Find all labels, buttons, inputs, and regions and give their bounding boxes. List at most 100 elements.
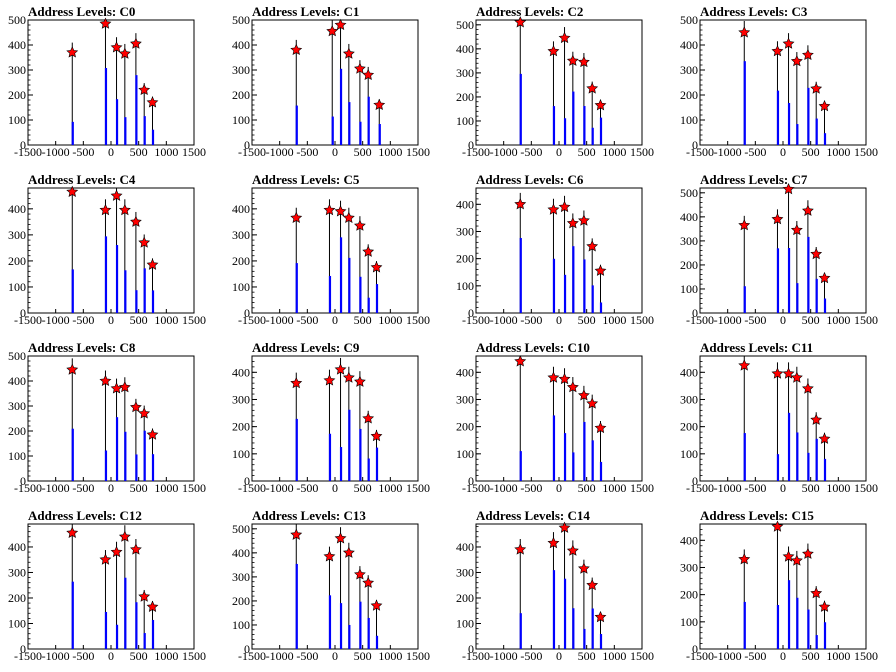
peak-marker: [362, 245, 375, 257]
x-tick-label: 0: [332, 649, 338, 663]
peak-marker: [342, 211, 355, 224]
peak-marker: [362, 412, 375, 424]
histogram-spike: [572, 608, 575, 649]
panel-title: Address Levels: C9: [252, 340, 360, 355]
peak-marker: [738, 219, 751, 231]
histogram-spike: [563, 118, 567, 145]
histogram-spike: [115, 99, 119, 145]
histogram-spike: [151, 290, 155, 313]
peak-marker: [802, 547, 814, 559]
histogram-spike: [815, 118, 818, 145]
x-tick-label: 1000: [378, 649, 402, 663]
peak-marker: [326, 25, 339, 37]
x-tick-label: 1500: [406, 481, 430, 495]
peak-marker: [66, 526, 79, 539]
histogram-spike: [743, 433, 746, 481]
peak-marker: [138, 236, 151, 248]
y-tick-label: 300: [8, 399, 26, 413]
histogram-panel: Address Levels: C13 0 100 200 300 400 500 -1500…: [224, 504, 448, 672]
peak-marker: [566, 381, 579, 393]
peak-marker: [118, 381, 131, 393]
x-tick-label: 1000: [826, 145, 850, 159]
panel-plot: 0 100 200 300 400 -1500 -1000 -500 0 500 1000 1500: [232, 187, 430, 327]
y-tick-label: 300: [680, 560, 698, 574]
y-tick-label: 100: [680, 615, 698, 629]
peak-marker: [290, 376, 303, 389]
histogram-spike: [796, 597, 799, 649]
y-tick-label: 300: [456, 565, 474, 579]
histogram-panel: Address Levels: C11 0 100 200 300 400 -1500 -10…: [672, 336, 896, 504]
peak-marker: [547, 203, 560, 215]
histogram-spike: [151, 129, 155, 145]
x-tick-label: -1500: [462, 313, 490, 327]
peak-marker: [118, 530, 131, 542]
panel-plot: 0 100 200 300 400 500 -1500 -1000 -500 0 500 1000 15…: [680, 13, 878, 159]
x-tick-label: 1000: [154, 481, 178, 495]
y-tick-label: 100: [8, 280, 26, 294]
y-tick-label: 300: [232, 392, 250, 406]
histogram-spike: [583, 106, 586, 145]
histogram-spike: [796, 124, 799, 145]
x-tick-label: 500: [802, 313, 820, 327]
x-tick-label: -1000: [714, 313, 742, 327]
histogram-spike: [591, 440, 594, 481]
panel-title: Address Levels: C7: [700, 172, 808, 187]
histogram-spike: [143, 633, 146, 649]
x-tick-label: 1500: [406, 649, 430, 663]
y-tick-label: 400: [680, 533, 698, 547]
x-tick-label: 0: [108, 649, 114, 663]
x-tick-label: -1000: [266, 481, 294, 495]
peak-marker: [118, 203, 131, 216]
y-tick-label: 0: [244, 474, 250, 488]
histogram-spike: [328, 595, 332, 649]
x-tick-label: 1000: [826, 649, 850, 663]
histogram-spike: [599, 461, 603, 481]
peak-marker: [818, 600, 831, 612]
x-tick-label: 1500: [406, 313, 430, 327]
histogram-spike: [787, 412, 791, 481]
y-tick-label: 500: [232, 522, 250, 536]
panel-plot: 0 100 200 300 400 500 -1500 -1000 -500 0 500 1000 15…: [456, 16, 654, 159]
x-tick-label: 0: [556, 145, 562, 159]
x-tick-label: 500: [802, 649, 820, 663]
x-tick-label: 0: [332, 481, 338, 495]
peak-marker: [586, 240, 599, 252]
peak-marker: [578, 214, 590, 226]
panel-title: Address Levels: C11: [700, 340, 814, 355]
peak-marker: [578, 562, 590, 574]
peak-marker: [810, 247, 823, 260]
peak-marker: [66, 46, 79, 58]
histogram-spike: [787, 102, 791, 145]
x-tick-label: 1500: [630, 313, 654, 327]
x-tick-label: -500: [72, 313, 94, 327]
y-tick-label: 400: [8, 38, 26, 52]
peak-marker: [547, 536, 560, 549]
peak-marker: [373, 98, 386, 110]
x-tick-label: -1500: [686, 313, 714, 327]
peak-marker: [802, 204, 814, 216]
x-tick-label: -500: [72, 481, 94, 495]
peak-marker: [99, 203, 112, 216]
peak-marker: [334, 18, 347, 30]
histogram-spike: [815, 635, 818, 649]
y-tick-label: 400: [232, 202, 250, 216]
peak-marker: [362, 576, 375, 588]
histogram-spike: [367, 96, 370, 145]
y-tick-label: 400: [456, 42, 474, 56]
peak-marker: [130, 215, 142, 227]
peak-marker: [138, 407, 151, 419]
x-tick-label: 500: [578, 481, 596, 495]
x-tick-label: -1000: [490, 649, 518, 663]
histogram-spike: [552, 258, 556, 313]
y-tick-label: 400: [232, 38, 250, 52]
histogram-spike: [104, 68, 108, 145]
histogram-spike: [124, 270, 127, 313]
x-tick-label: -1000: [42, 481, 70, 495]
y-tick-label: 300: [232, 63, 250, 77]
histogram-spike: [776, 454, 780, 481]
x-tick-label: -1500: [238, 481, 266, 495]
histogram-spike: [375, 635, 379, 649]
x-tick-label: 500: [130, 481, 148, 495]
peak-marker: [782, 37, 795, 49]
x-tick-label: 1000: [602, 481, 626, 495]
